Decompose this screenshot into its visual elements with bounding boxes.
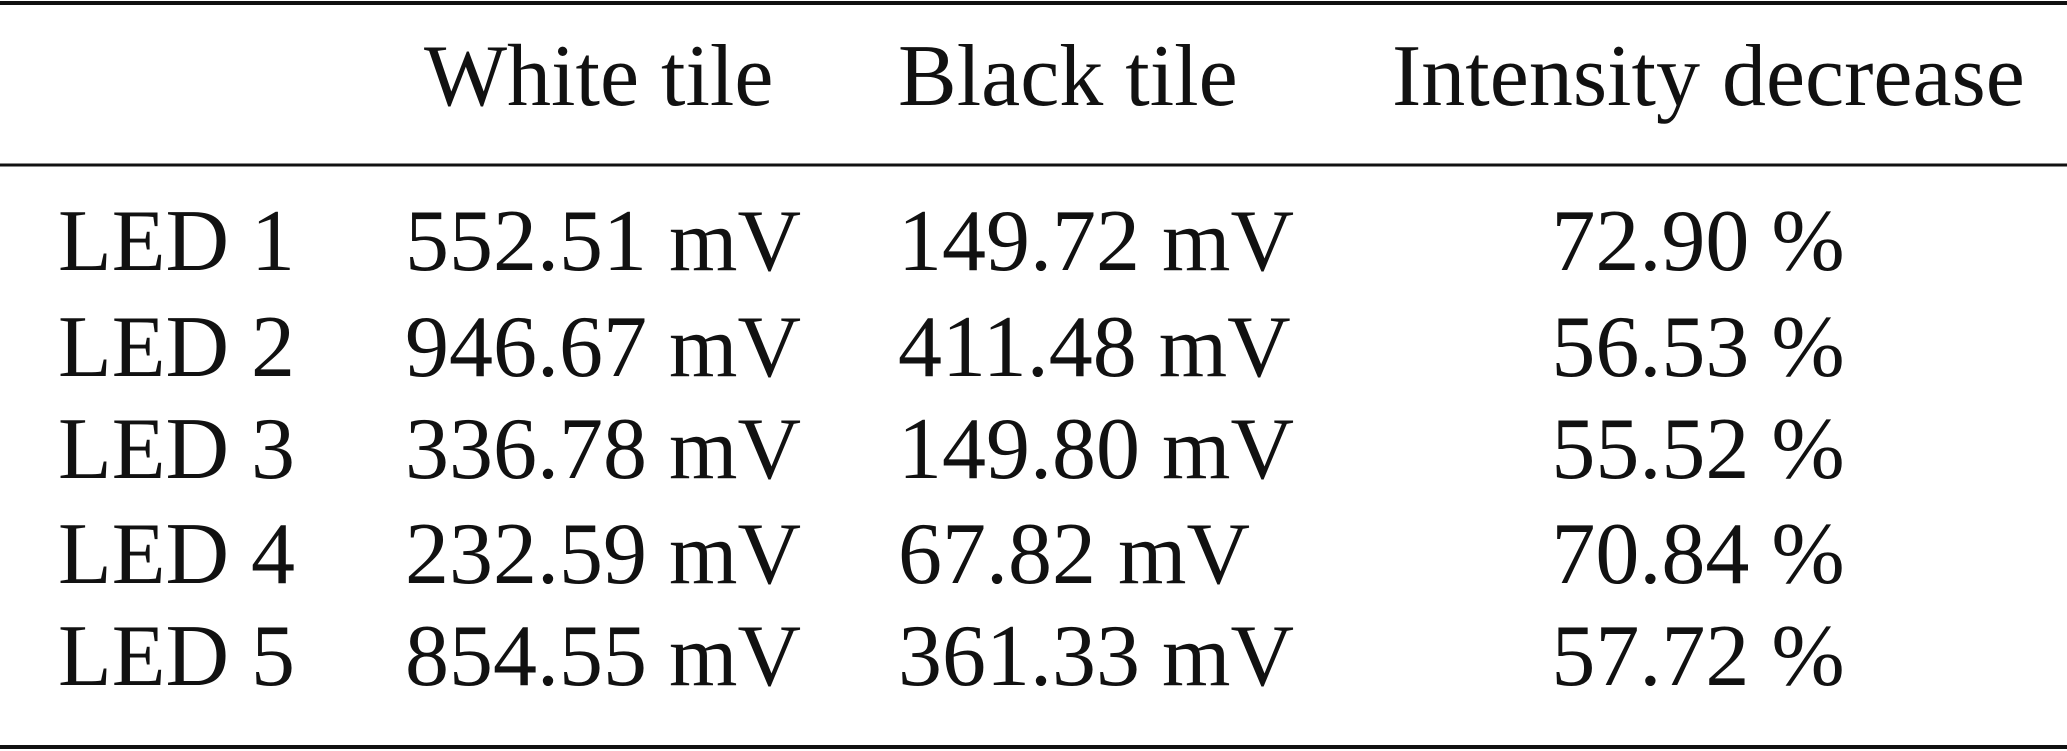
table-cell: 57.72 % <box>1551 608 1844 705</box>
table-cell: 854.55 mV <box>405 608 801 705</box>
table-cell: 149.72 mV <box>898 193 1294 290</box>
header-cell: Black tile <box>898 28 1238 125</box>
table-cell: 56.53 % <box>1551 299 1844 396</box>
table-cell: 70.84 % <box>1551 506 1844 603</box>
table-cell: 946.67 mV <box>405 299 801 396</box>
row-label: LED 5 <box>58 608 295 705</box>
header-cell: White tile <box>424 28 773 125</box>
table-cell: 232.59 mV <box>405 506 801 603</box>
table-cell: 552.51 mV <box>405 193 801 290</box>
table-cell: 55.52 % <box>1551 401 1844 498</box>
table-cell: 411.48 mV <box>898 299 1291 396</box>
table-cell: 336.78 mV <box>405 401 801 498</box>
table-cell: 72.90 % <box>1551 193 1844 290</box>
row-label: LED 2 <box>58 299 295 396</box>
table-cell: 149.80 mV <box>898 401 1294 498</box>
table-cell: 67.82 mV <box>898 506 1250 603</box>
table-cell: 361.33 mV <box>898 608 1294 705</box>
header-cell: Intensity decrease <box>1392 28 2025 125</box>
row-label: LED 4 <box>58 506 295 603</box>
row-label: LED 3 <box>58 401 295 498</box>
row-label: LED 1 <box>58 193 295 290</box>
